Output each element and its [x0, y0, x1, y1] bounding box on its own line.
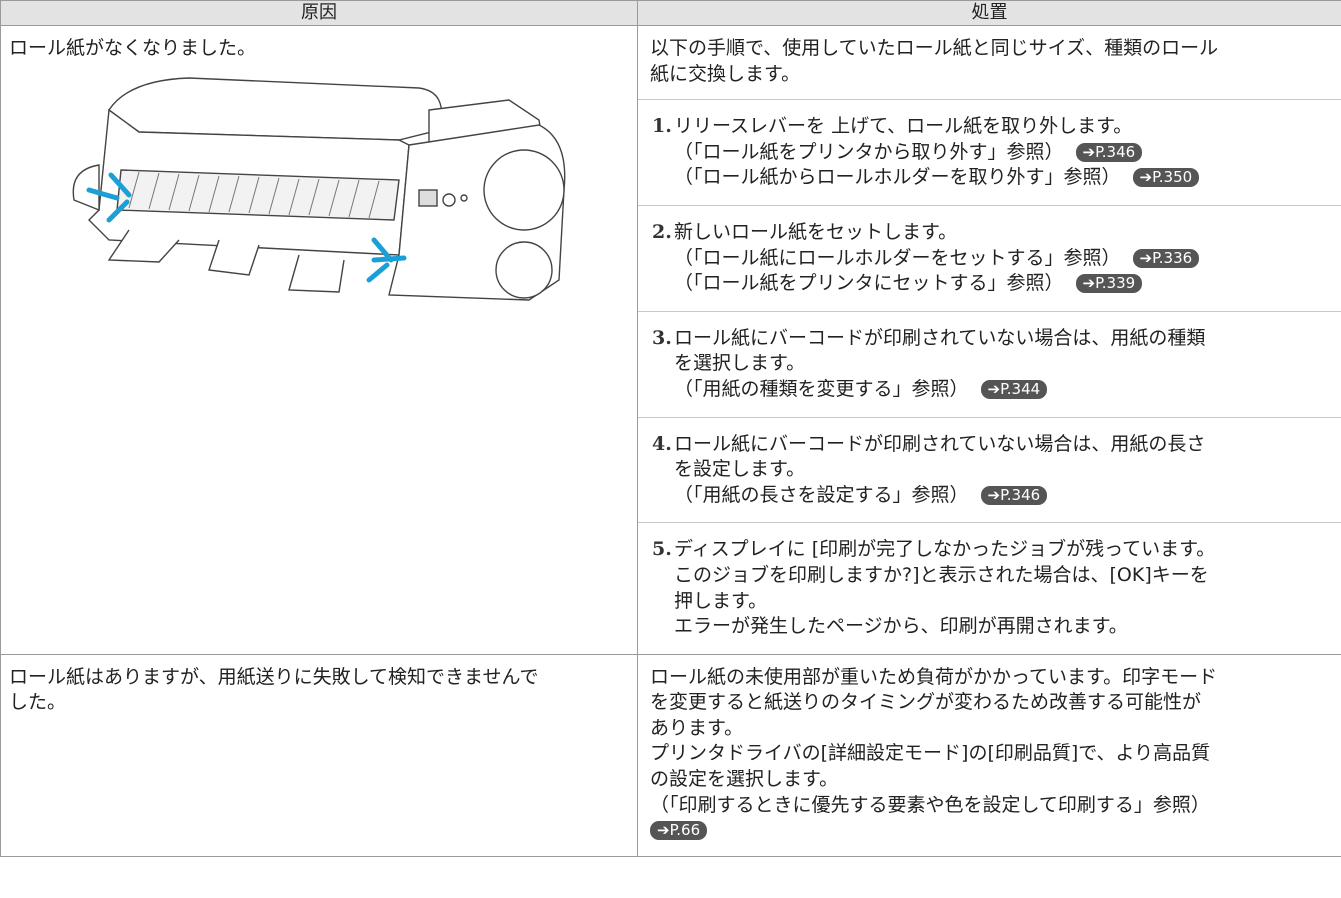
step-line: （「ロール紙からロールホルダーを取り外す」参照） ➔P.350	[674, 165, 1200, 191]
cause-text: した。	[9, 691, 67, 714]
step: 4. ロール紙にバーコードが印刷されていない場合は、用紙の長さ を設定します。 （「用…	[638, 416, 1341, 523]
remedy-text: （「印刷するときに優先する要素や色を設定して印刷する」参照）	[650, 793, 1210, 816]
step-line: （「用紙の種類を変更する」参照） ➔P.344	[674, 377, 1205, 403]
step-line: 押します。	[674, 589, 1215, 615]
step: 3. ロール紙にバーコードが印刷されていない場合は、用紙の種類 を選択します。 （「用…	[638, 310, 1341, 417]
remedy-text: あります。	[650, 716, 744, 739]
step-line: （「ロール紙をプリンタにセットする」参照） ➔P.339	[674, 271, 1199, 297]
step-text: ロール紙にバーコードが印刷されていない場合は、用紙の長さ	[674, 432, 1206, 455]
step-body: ロール紙にバーコードが印刷されていない場合は、用紙の種類 を選択します。 （「用紙の…	[674, 326, 1205, 403]
step-text: ディスプレイに [印刷が完了しなかったジョブが残っています。	[674, 538, 1216, 561]
step-line: を選択します。	[674, 351, 1205, 377]
remedy-cell: 以下の手順で、使用していたロール紙と同じサイズ、種類のロール 紙に交換します。 1.…	[637, 25, 1341, 655]
step-text: ロール紙にバーコードが印刷されていない場合は、用紙の種類	[674, 326, 1206, 349]
step-number: 5.	[652, 538, 672, 561]
remedy-text: 紙に交換します。	[650, 62, 801, 85]
page-link[interactable]: ➔P.346	[980, 485, 1048, 505]
step-body: リリースレバーを 上げて、ロール紙を取り外します。 （「ロール紙をプリンタから取り…	[674, 114, 1200, 191]
remedy-cell: ロール紙の未使用部が重いため負荷がかかっています。印字モード を変更すると紙送りの…	[637, 653, 1341, 857]
step-body: ロール紙にバーコードが印刷されていない場合は、用紙の長さ を設定します。 （「用紙の…	[674, 432, 1205, 509]
remedy-text: プリンタドライバの[詳細設定モード]の[印刷品質]で、より高品質	[650, 742, 1211, 765]
header-row: 原因 処置	[0, 0, 1341, 26]
header-cell: 処置	[637, 0, 1341, 26]
page-link[interactable]: ➔P.344	[980, 379, 1048, 399]
table-row: ロール紙がなくなりました。 以下の手順で、使用していたロール紙と同じサイズ、種類…	[0, 25, 1341, 655]
step-body: ディスプレイに [印刷が完了しなかったジョブが残っています。 このジョブを印刷しま…	[674, 537, 1215, 639]
remedy-intro: ロール紙の未使用部が重いため負荷がかかっています。印字モード を変更すると紙送りの…	[638, 655, 1341, 856]
step: 2. 新しいロール紙をセットします。 （「ロール紙にロールホルダーをセットする」参照…	[638, 204, 1341, 311]
page-link[interactable]: ➔P.66	[650, 821, 708, 841]
step-number: 2.	[652, 220, 672, 243]
step-text: 押します。	[674, 589, 768, 612]
page-link[interactable]: ➔P.346	[1075, 142, 1143, 162]
step-text: リリースレバーを 上げて、ロール紙を取り外します。	[674, 115, 1133, 138]
page-link[interactable]: ➔P.336	[1132, 248, 1200, 268]
step-text: （「ロール紙からロールホルダーを取り外す」参照）	[674, 166, 1121, 189]
header-cell: 原因	[0, 0, 638, 26]
page-link[interactable]: ➔P.339	[1075, 274, 1143, 294]
step-line: 新しいロール紙をセットします。	[674, 220, 1199, 246]
step-text: （「用紙の長さを設定する」参照）	[674, 483, 969, 506]
step-text: このジョブを印刷しますか?]と表示された場合は、[OK]キーを	[674, 563, 1209, 586]
link-line: ➔P.66	[650, 818, 1329, 844]
cause-cell: ロール紙はありますが、用紙送りに失敗して検知できませんで した。	[0, 653, 638, 857]
step: 5. ディスプレイに [印刷が完了しなかったジョブが残っています。 このジョブを印刷…	[638, 522, 1341, 653]
step-number: 4.	[652, 432, 672, 455]
step-line: を設定します。	[674, 457, 1205, 483]
step-line: （「用紙の長さを設定する」参照） ➔P.346	[674, 483, 1205, 509]
cause-text: ロール紙がなくなりました。	[9, 37, 257, 59]
step-text: を設定します。	[674, 458, 806, 481]
step-text: エラーが発生したページから、印刷が再開されます。	[674, 615, 1128, 638]
step-line: このジョブを印刷しますか?]と表示された場合は、[OK]キーを	[674, 563, 1215, 589]
step-line: ディスプレイに [印刷が完了しなかったジョブが残っています。	[674, 537, 1215, 563]
remedy-text: 以下の手順で、使用していたロール紙と同じサイズ、種類のロール	[650, 37, 1219, 59]
step-number: 3.	[652, 326, 672, 349]
step-text: （「ロール紙をプリンタから取り外す」参照）	[674, 140, 1064, 163]
page-link[interactable]: ➔P.350	[1132, 168, 1200, 188]
step-text: （「ロール紙にロールホルダーをセットする」参照）	[674, 246, 1121, 269]
step-text: 新しいロール紙をセットします。	[674, 220, 958, 243]
step-line: （「ロール紙をプリンタから取り外す」参照） ➔P.346	[674, 140, 1199, 166]
step: 1. リリースレバーを 上げて、ロール紙を取り外します。 （「ロール紙をプリンタから…	[638, 99, 1341, 205]
step-number: 1.	[652, 115, 672, 138]
cause-cell: ロール紙がなくなりました。	[0, 25, 638, 655]
remedy-text: ロール紙の未使用部が重いため負荷がかかっています。印字モード	[650, 665, 1218, 688]
step-line: ロール紙にバーコードが印刷されていない場合は、用紙の種類	[674, 326, 1205, 352]
trouble-table: 原因 処置 ロール紙がなくなりました。 以下の手順で、使用していたロール紙と同じ…	[0, 0, 1341, 857]
step-line: ロール紙にバーコードが印刷されていない場合は、用紙の長さ	[674, 432, 1205, 458]
remedy-text: の設定を選択します。	[650, 768, 839, 791]
step-line: エラーが発生したページから、印刷が再開されます。	[674, 614, 1215, 640]
step-line: リリースレバーを 上げて、ロール紙を取り外します。	[674, 114, 1199, 140]
step-text: を選択します。	[674, 352, 806, 375]
cause-text: ロール紙はありますが、用紙送りに失敗して検知できませんで	[9, 665, 539, 688]
remedy-text: を変更すると紙送りのタイミングが変わるため改善する可能性が	[650, 691, 1202, 714]
table-body: ロール紙がなくなりました。 以下の手順で、使用していたロール紙と同じサイズ、種類…	[0, 25, 1341, 857]
table-row: ロール紙はありますが、用紙送りに失敗して検知できませんで した。 ロール紙の未使用部…	[0, 653, 1341, 857]
step-body: 新しいロール紙をセットします。 （「ロール紙にロールホルダーをセットする」参照） ➔…	[674, 220, 1200, 297]
printer-illustration	[72, 76, 566, 301]
step-text: （「用紙の種類を変更する」参照）	[674, 377, 969, 400]
step-line: （「ロール紙にロールホルダーをセットする」参照） ➔P.336	[674, 246, 1200, 272]
remedy-intro: 以下の手順で、使用していたロール紙と同じサイズ、種類のロール 紙に交換します。	[638, 26, 1341, 99]
step-text: （「ロール紙をプリンタにセットする」参照）	[674, 272, 1064, 295]
